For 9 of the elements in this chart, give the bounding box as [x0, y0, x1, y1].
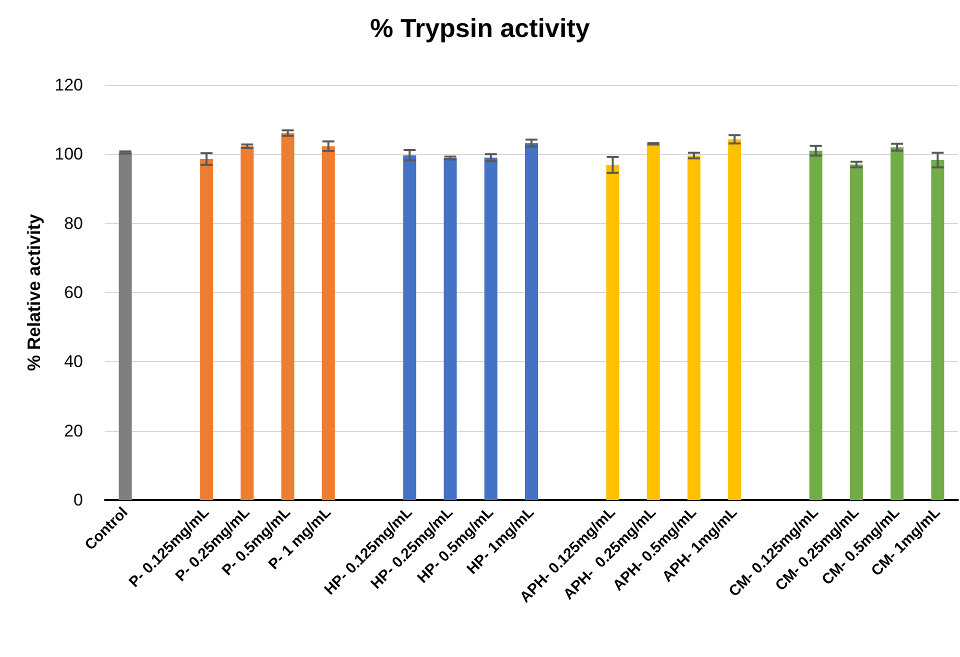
y-tick-label: 0 — [74, 490, 83, 510]
y-tick-label: 100 — [54, 144, 83, 164]
y-tick-label: 40 — [64, 352, 83, 372]
chart-title: % Trypsin activity — [370, 13, 590, 43]
y-tick-label: 120 — [54, 76, 83, 94]
y-tick-label: 80 — [64, 214, 83, 233]
y-tick-label: 20 — [64, 421, 83, 440]
y-tick-label: 60 — [64, 283, 83, 302]
y-axis-title: % Relative activity — [24, 214, 44, 372]
